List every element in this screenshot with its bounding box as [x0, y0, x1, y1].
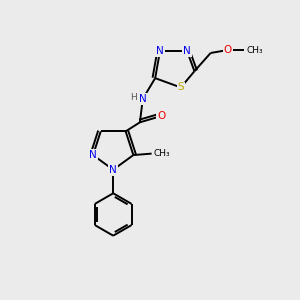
Text: N: N — [109, 165, 117, 175]
Text: CH₃: CH₃ — [246, 46, 263, 55]
Text: N: N — [139, 94, 147, 104]
Text: N: N — [183, 46, 191, 56]
Text: N: N — [89, 150, 97, 160]
Text: O: O — [157, 111, 166, 122]
Text: CH₃: CH₃ — [154, 149, 171, 158]
Text: N: N — [156, 46, 164, 56]
Text: S: S — [178, 82, 184, 92]
Text: H: H — [130, 93, 137, 102]
Text: O: O — [224, 45, 232, 55]
